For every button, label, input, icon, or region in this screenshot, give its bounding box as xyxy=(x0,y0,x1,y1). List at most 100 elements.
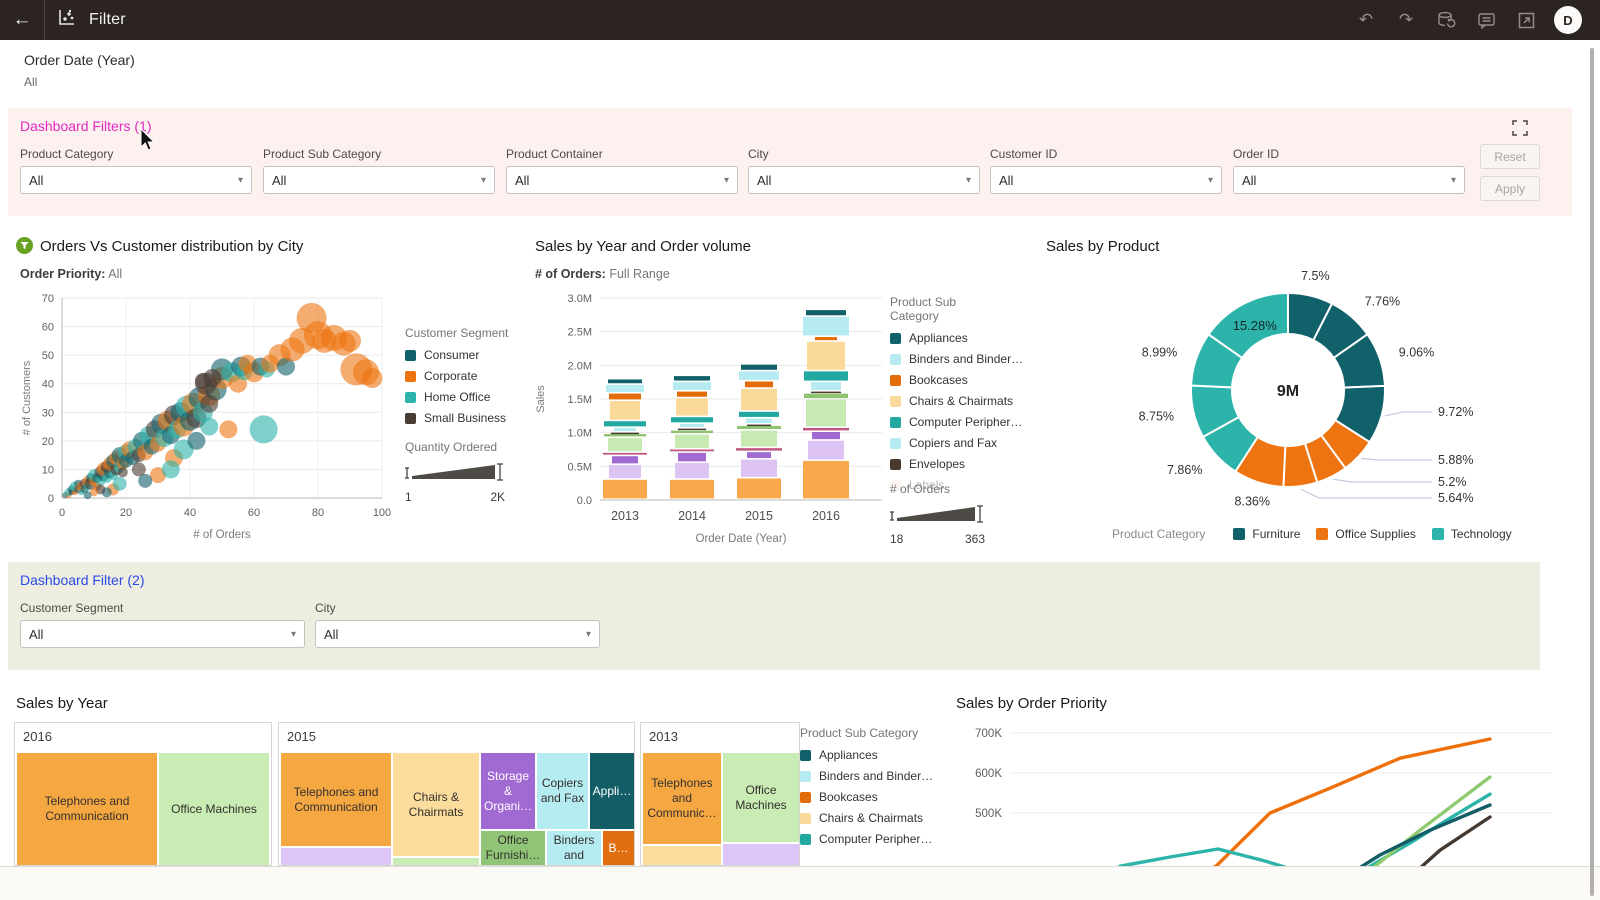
legend-item[interactable]: Labels xyxy=(890,478,1002,492)
svg-text:8.99%: 8.99% xyxy=(1142,345,1177,359)
treemap-tile[interactable] xyxy=(723,844,799,865)
svg-text:80: 80 xyxy=(312,507,324,519)
treemap-tile[interactable] xyxy=(281,848,391,865)
legend-item[interactable]: Corporate xyxy=(405,369,520,383)
legend-item[interactable]: Bookcases xyxy=(890,373,1002,387)
legend-item[interactable]: Furniture xyxy=(1233,527,1300,541)
order-date-filter-label[interactable]: Order Date (Year) xyxy=(24,52,135,68)
filter-select-value: All xyxy=(272,172,287,188)
treemap-title: Sales by Year xyxy=(16,695,108,712)
legend-label: Home Office xyxy=(424,390,491,404)
filter-select-city[interactable]: All ▾ xyxy=(748,166,980,194)
chevron-down-icon: ▾ xyxy=(965,174,971,186)
filter-select-customer-segment[interactable]: All ▾ xyxy=(20,620,305,648)
open-in-window-icon[interactable] xyxy=(1516,10,1536,30)
legend-item[interactable]: Consumer xyxy=(405,348,520,362)
treemap-tile[interactable]: Telephones and Communication xyxy=(281,753,391,846)
legend-item[interactable]: Copiers and Fax xyxy=(890,436,1002,450)
redo-icon[interactable]: ↷ xyxy=(1398,10,1414,29)
svg-text:0: 0 xyxy=(48,493,54,505)
size-ramp-slider[interactable] xyxy=(405,462,505,482)
filter-select-product-container[interactable]: All ▾ xyxy=(506,166,738,194)
legend-item[interactable]: Office Supplies xyxy=(1316,527,1416,541)
treemap-tile[interactable]: Telephones and Communic… xyxy=(643,753,721,844)
legend-label: Computer Peripher… xyxy=(909,415,1023,429)
orders-ramp-slider[interactable] xyxy=(890,504,985,524)
legend-item[interactable]: Appliances xyxy=(800,748,950,762)
legend-item[interactable]: Bookcases xyxy=(800,790,950,804)
legend-item[interactable]: Small Business xyxy=(405,411,520,425)
undo-icon[interactable]: ↶ xyxy=(1358,10,1374,29)
legend-label: Labels xyxy=(909,478,945,492)
legend-swatch xyxy=(405,349,416,361)
order-date-filter-value[interactable]: All xyxy=(24,75,38,89)
data-refresh-icon[interactable] xyxy=(1436,10,1456,30)
treemap-tile[interactable]: Appli… xyxy=(590,753,634,829)
svg-text:15.28%: 15.28% xyxy=(1233,318,1278,333)
svg-text:60: 60 xyxy=(42,322,54,334)
filter-select-product-category[interactable]: All ▾ xyxy=(20,166,252,194)
reset-button[interactable]: Reset xyxy=(1480,144,1540,169)
treemap-tile[interactable] xyxy=(393,858,479,865)
svg-text:8.36%: 8.36% xyxy=(1235,494,1270,508)
legend-label: Consumer xyxy=(424,348,480,362)
filter-select-value: All xyxy=(1242,172,1257,188)
legend-item[interactable]: Technology xyxy=(1431,527,1512,541)
dashboard-filters-1-title[interactable]: Dashboard Filters (1) xyxy=(20,118,152,134)
filter-select-value: All xyxy=(29,626,44,642)
legend-item[interactable]: Computer Peripher… xyxy=(890,415,1022,429)
svg-text:5.64%: 5.64% xyxy=(1438,491,1473,505)
vertical-scrollbar[interactable] xyxy=(1590,48,1594,896)
avatar[interactable]: D xyxy=(1554,6,1582,34)
legend-swatch xyxy=(890,353,901,365)
svg-text:9.06%: 9.06% xyxy=(1399,345,1434,359)
svg-text:3.0M: 3.0M xyxy=(568,293,592,305)
filter-select-product-sub-category[interactable]: All ▾ xyxy=(263,166,495,194)
svg-text:2.5M: 2.5M xyxy=(568,327,592,339)
back-arrow-icon[interactable]: ← xyxy=(12,9,32,30)
legend-label: Envelopes xyxy=(909,457,966,471)
legend-title: Product Category xyxy=(1112,527,1206,541)
legend-swatch xyxy=(800,791,811,803)
legend-item[interactable]: Chairs & Chairmats xyxy=(800,811,950,825)
legend-label: Chairs & Chairmats xyxy=(819,811,924,825)
treemap-tile[interactable]: Chairs & Chairmats xyxy=(393,753,479,856)
bar-plot[interactable]: 0.0 0.5M 1.0M 1.5M 2.0M 2.5M 3.0M Sales 2013 2014… xyxy=(530,286,890,546)
legend-item[interactable]: Binders and Binder… xyxy=(890,352,1023,366)
expand-icon[interactable] xyxy=(1512,120,1528,136)
donut-plot[interactable]: 7.5% 7.76% 9.06% 8.36% 7.86% 8.75% 8.99% 15.28%… xyxy=(1040,262,1500,517)
apply-button[interactable]: Apply xyxy=(1480,176,1540,201)
funnel-filter-icon[interactable] xyxy=(16,237,33,259)
svg-text:5.88%: 5.88% xyxy=(1438,453,1473,467)
legend-item[interactable]: Binders and Binder… xyxy=(800,769,950,783)
legend-item[interactable]: Chairs & Chairmats xyxy=(890,394,1013,408)
legend-item[interactable]: Appliances xyxy=(890,331,1002,345)
legend-item[interactable]: Envelopes xyxy=(890,457,1002,471)
dashboard-filter-2-title[interactable]: Dashboard Filter (2) xyxy=(20,572,145,588)
treemap-tile[interactable]: Storage & Organi… xyxy=(481,753,535,829)
filter-select-order-id[interactable]: All ▾ xyxy=(1233,166,1465,194)
legend-label: Appliances xyxy=(909,331,968,345)
svg-text:2014: 2014 xyxy=(678,509,706,523)
legend-swatch xyxy=(405,370,416,382)
legend-swatch xyxy=(800,833,811,845)
treemap-tile[interactable]: Office Machines xyxy=(159,753,269,865)
filter-select-customer-id[interactable]: All ▾ xyxy=(990,166,1222,194)
comments-icon[interactable] xyxy=(1476,10,1496,30)
treemap-tile[interactable]: Telephones and Communication xyxy=(17,753,157,865)
treemap-tile[interactable]: Office Furnishi… xyxy=(481,831,545,865)
svg-text:9M: 9M xyxy=(1277,383,1299,400)
treemap-tile[interactable]: Office Machines xyxy=(723,753,799,842)
line-plot[interactable]: 700K 600K 500K xyxy=(950,718,1600,866)
legend-item[interactable]: Home Office xyxy=(405,390,520,404)
treemap-tile[interactable]: Binders and xyxy=(547,831,601,865)
treemap-tile[interactable]: B… xyxy=(603,831,634,865)
treemap-tile[interactable] xyxy=(643,846,721,865)
legend-swatch xyxy=(890,332,901,344)
legend-item[interactable]: Computer Peripher… xyxy=(800,832,950,846)
filter-select-city[interactable]: All ▾ xyxy=(315,620,600,648)
scatter-plot[interactable]: 0 10 20 30 40 50 60 70 0 20 40 60 80 100 # of Customer… xyxy=(0,286,400,546)
treemap-tile[interactable]: Copiers and Fax xyxy=(537,753,588,829)
svg-text:Order Date (Year): Order Date (Year) xyxy=(696,533,787,545)
